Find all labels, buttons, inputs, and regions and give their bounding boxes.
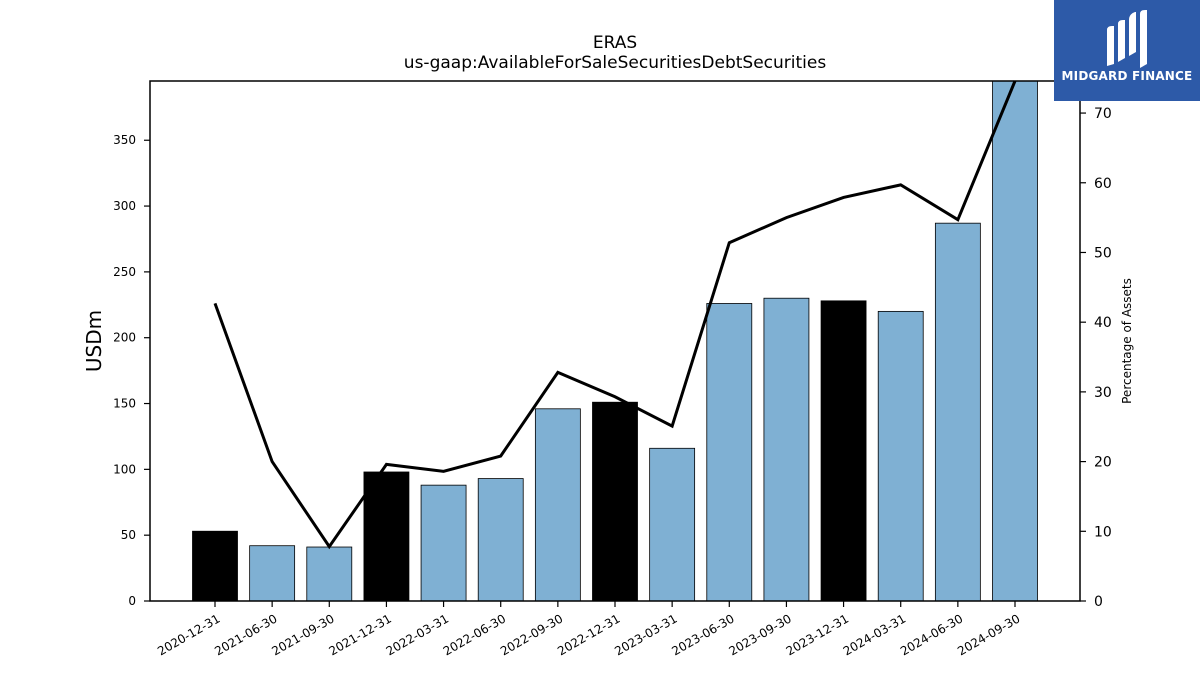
chart-subtitle: us-gaap:AvailableForSaleSecuritiesDebtSe… <box>404 53 827 73</box>
xtick-label: 2021-12-31 <box>327 611 394 658</box>
ytick-right-label: 10 <box>1094 524 1112 540</box>
right-axis: 0 10 20 30 40 50 60 70 <box>1080 106 1112 610</box>
y-axis-label-left: USDm <box>82 310 106 372</box>
bar-2021-09-30 <box>306 546 353 602</box>
ytick-left-label: 100 <box>113 462 136 476</box>
xtick-label: 2023-06-30 <box>669 611 736 658</box>
xtick-label: 2024-09-30 <box>955 611 1022 658</box>
xtick-label: 2024-06-30 <box>898 611 965 658</box>
bar-2024-09-30 <box>992 80 1038 602</box>
bar-2021-12-31 <box>363 471 410 602</box>
ytick-right-label: 40 <box>1094 315 1112 331</box>
percentage-of-assets-line <box>213 80 1017 550</box>
xtick-label: 2023-09-30 <box>727 611 794 658</box>
bar-series <box>192 80 1038 602</box>
bar-2023-03-31 <box>649 447 696 602</box>
ytick-left-label: 0 <box>128 594 136 608</box>
y-axis-label-right: Percentage of Assets <box>1120 278 1134 404</box>
logo-text: MIDGARD FINANCE <box>1061 69 1193 83</box>
left-axis: 0 50 100 150 200 250 300 350 <box>113 133 150 608</box>
xtick-label: 2022-12-31 <box>555 611 622 658</box>
bar-2023-06-30 <box>706 303 753 602</box>
x-axis: 2020-12-312021-06-302021-09-302021-12-31… <box>155 601 1023 658</box>
bar-2022-06-30 <box>477 478 524 602</box>
xtick-label: 2021-09-30 <box>269 611 336 658</box>
bar-2024-03-31 <box>877 310 924 602</box>
ytick-left-label: 150 <box>113 397 136 411</box>
xtick-label: 2023-03-31 <box>612 611 679 658</box>
ytick-right-label: 0 <box>1094 594 1103 610</box>
chart-title: ERAS <box>593 33 637 53</box>
xtick-label: 2022-09-30 <box>498 611 565 658</box>
ytick-right-label: 20 <box>1094 455 1112 471</box>
xtick-label: 2021-06-30 <box>212 611 279 658</box>
ytick-left-label: 350 <box>113 133 136 147</box>
xtick-label: 2020-12-31 <box>155 611 222 658</box>
midgard-finance-logo: MIDGARD FINANCE <box>1054 0 1200 101</box>
xtick-label: 2022-06-30 <box>441 611 508 658</box>
bar-2020-12-31 <box>192 530 238 602</box>
bar-2022-12-31 <box>592 401 638 602</box>
logo-mark-icon <box>1107 10 1147 68</box>
bar-2021-06-30 <box>249 545 296 602</box>
xtick-label: 2022-03-31 <box>384 611 451 658</box>
bar-2022-09-30 <box>534 408 581 602</box>
bar-2023-12-31 <box>820 300 867 602</box>
ytick-right-label: 30 <box>1094 385 1112 401</box>
ytick-right-label: 60 <box>1094 176 1112 192</box>
xtick-label: 2023-12-31 <box>784 611 851 658</box>
ytick-left-label: 50 <box>121 528 136 542</box>
ytick-left-label: 300 <box>113 199 136 213</box>
bar-2022-03-31 <box>420 484 467 602</box>
bar-2024-06-30 <box>934 222 981 602</box>
xtick-label: 2024-03-31 <box>841 611 908 658</box>
ytick-left-label: 250 <box>113 265 136 279</box>
ytick-right-label: 50 <box>1094 245 1112 261</box>
bar-2023-09-30 <box>763 297 810 602</box>
ytick-right-label: 70 <box>1094 106 1112 122</box>
ytick-left-label: 200 <box>113 331 136 345</box>
